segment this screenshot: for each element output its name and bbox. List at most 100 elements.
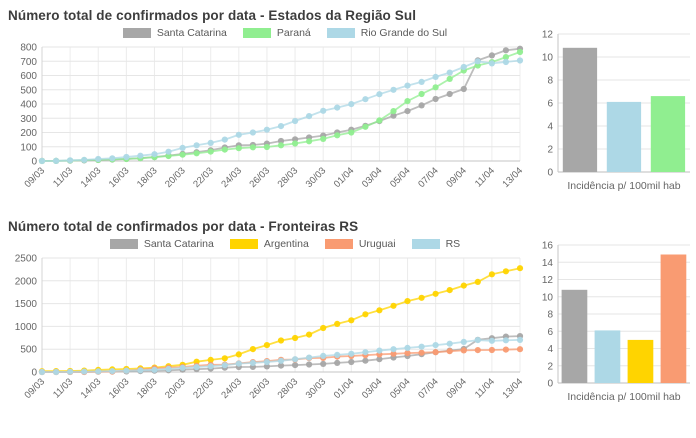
- svg-text:20/03: 20/03: [163, 376, 188, 401]
- svg-text:0: 0: [31, 157, 37, 168]
- svg-text:700: 700: [20, 57, 37, 68]
- svg-text:13/04: 13/04: [501, 165, 526, 190]
- bar-parana: [650, 96, 686, 172]
- legend-fronteiras-rs: Santa Catarina Argentina Uruguai RS: [42, 235, 528, 252]
- rs-swatch: [411, 238, 440, 249]
- svg-text:24/03: 24/03: [219, 165, 244, 190]
- svg-text:11/03: 11/03: [51, 376, 75, 400]
- svg-text:26/03: 26/03: [247, 165, 272, 190]
- svg-text:4: 4: [547, 122, 553, 133]
- bar-argentina: [627, 339, 654, 383]
- svg-text:09/04: 09/04: [444, 165, 469, 190]
- svg-text:20/03: 20/03: [163, 165, 188, 190]
- svg-text:22/03: 22/03: [191, 376, 216, 401]
- svg-text:6: 6: [547, 327, 553, 338]
- svg-text:09/03: 09/03: [23, 165, 48, 190]
- legend-label-santa-catarina: Santa Catarina: [143, 237, 214, 250]
- svg-text:500: 500: [20, 345, 37, 356]
- bar-rs: [594, 330, 621, 383]
- svg-text:16/03: 16/03: [107, 376, 132, 401]
- svg-text:28/03: 28/03: [276, 376, 301, 401]
- svg-text:11/04: 11/04: [473, 165, 497, 189]
- legend-regiao-sul: Santa Catarina Paraná Rio Grande do Sul: [42, 24, 528, 41]
- argentina-swatch: [229, 238, 258, 249]
- svg-text:16/03: 16/03: [107, 165, 132, 190]
- svg-text:10: 10: [542, 53, 554, 64]
- bar-santa-catarina: [562, 47, 598, 172]
- svg-text:14/03: 14/03: [79, 165, 104, 190]
- svg-text:05/04: 05/04: [388, 165, 413, 190]
- svg-text:8: 8: [547, 310, 553, 321]
- svg-text:0: 0: [547, 168, 553, 179]
- svg-text:16: 16: [542, 241, 554, 252]
- legend-item-rio-grande-do-sul[interactable]: Rio Grande do Sul: [326, 26, 448, 39]
- legend-label-rio-grande-do-sul: Rio Grande do Sul: [360, 26, 448, 39]
- svg-text:01/04: 01/04: [332, 165, 357, 190]
- svg-text:11/04: 11/04: [473, 376, 497, 400]
- bar-santa-catarina: [561, 289, 588, 383]
- legend-label-rs: RS: [445, 237, 461, 250]
- line-chart-panel-regiao-sul: Santa Catarina Paraná Rio Grande do Sul 09…: [8, 24, 528, 199]
- legend-item-parana[interactable]: Paraná: [242, 27, 311, 39]
- legend-item-argentina[interactable]: Argentina: [229, 238, 309, 250]
- legend-item-santa-catarina[interactable]: Santa Catarina: [122, 27, 227, 39]
- bar-rio-grande-do-sul: [606, 101, 642, 172]
- svg-text:03/04: 03/04: [360, 376, 385, 401]
- svg-text:100: 100: [20, 142, 37, 153]
- svg-text:6: 6: [547, 99, 553, 110]
- svg-text:4: 4: [547, 344, 553, 355]
- svg-text:30/03: 30/03: [304, 376, 329, 401]
- parana-swatch: [242, 27, 271, 38]
- incidence-panel-fronteiras-rs: 0 2 4 6 8 10 12 14 16 Incidência p/ 100mil hab: [530, 235, 696, 409]
- svg-text:09/04: 09/04: [444, 376, 469, 401]
- svg-text:05/04: 05/04: [388, 376, 413, 401]
- svg-text:8: 8: [547, 76, 553, 87]
- line-chart-regiao-sul: 09/03 11/03 14/03 16/03 18/03 20/03 22/03 24/03…: [20, 43, 526, 190]
- svg-text:800: 800: [20, 43, 37, 54]
- svg-text:1000: 1000: [15, 322, 38, 333]
- svg-text:1500: 1500: [15, 299, 38, 310]
- section-fronteiras-rs: Número total de confirmados por data - F…: [0, 211, 696, 410]
- svg-text:01/04: 01/04: [332, 376, 357, 401]
- svg-text:18/03: 18/03: [135, 165, 160, 190]
- svg-text:14/03: 14/03: [79, 376, 104, 401]
- chart-title-regiao-sul: Número total de confirmados por data - E…: [8, 8, 417, 23]
- svg-text:500: 500: [20, 85, 37, 96]
- chart-title-fronteiras-rs: Número total de confirmados por data - F…: [8, 219, 359, 234]
- svg-text:10: 10: [542, 292, 554, 303]
- svg-text:12: 12: [542, 30, 554, 41]
- incidence-bar-chart-fronteiras-rs: 0 2 4 6 8 10 12 14 16 Incidência p/ 100mil hab: [542, 241, 690, 403]
- svg-text:200: 200: [20, 128, 37, 139]
- incidence-panel-regiao-sul: 0 2 4 6 8 10 12 Incidência p/ 100mil hab: [530, 24, 696, 198]
- svg-text:03/04: 03/04: [360, 165, 385, 190]
- legend-item-rs[interactable]: RS: [411, 237, 461, 250]
- svg-text:07/04: 07/04: [416, 376, 441, 401]
- line-chart-panel-fronteiras-rs: Santa Catarina Argentina Uruguai RS 09/03 11…: [8, 235, 528, 410]
- svg-text:12: 12: [542, 275, 554, 286]
- legend-item-uruguai[interactable]: Uruguai: [324, 237, 396, 250]
- incidence-bar-chart-regiao-sul: 0 2 4 6 8 10 12 Incidência p/ 100mil hab: [542, 30, 690, 192]
- legend-label-uruguai: Uruguai: [358, 237, 396, 250]
- svg-text:2500: 2500: [15, 254, 38, 265]
- svg-text:2000: 2000: [15, 276, 38, 287]
- santa-catarina-swatch: [109, 238, 138, 249]
- svg-text:2: 2: [547, 145, 553, 156]
- legend-item-santa-catarina[interactable]: Santa Catarina: [109, 237, 214, 250]
- svg-text:2: 2: [547, 361, 553, 372]
- uruguai-swatch: [324, 238, 353, 249]
- svg-text:300: 300: [20, 114, 37, 125]
- svg-text:11/03: 11/03: [51, 165, 75, 189]
- svg-text:30/03: 30/03: [304, 165, 329, 190]
- svg-text:24/03: 24/03: [219, 376, 244, 401]
- svg-text:400: 400: [20, 100, 37, 111]
- section-regiao-sul: Número total de confirmados por data - E…: [0, 0, 696, 199]
- svg-text:22/03: 22/03: [191, 165, 216, 190]
- svg-text:26/03: 26/03: [247, 376, 272, 401]
- bar-chart-xlabel: Incidência p/ 100mil hab: [567, 180, 680, 192]
- bar-uruguai: [660, 254, 687, 383]
- svg-text:18/03: 18/03: [135, 376, 160, 401]
- svg-text:13/04: 13/04: [501, 376, 526, 401]
- svg-text:14: 14: [542, 258, 554, 269]
- svg-text:600: 600: [20, 71, 37, 82]
